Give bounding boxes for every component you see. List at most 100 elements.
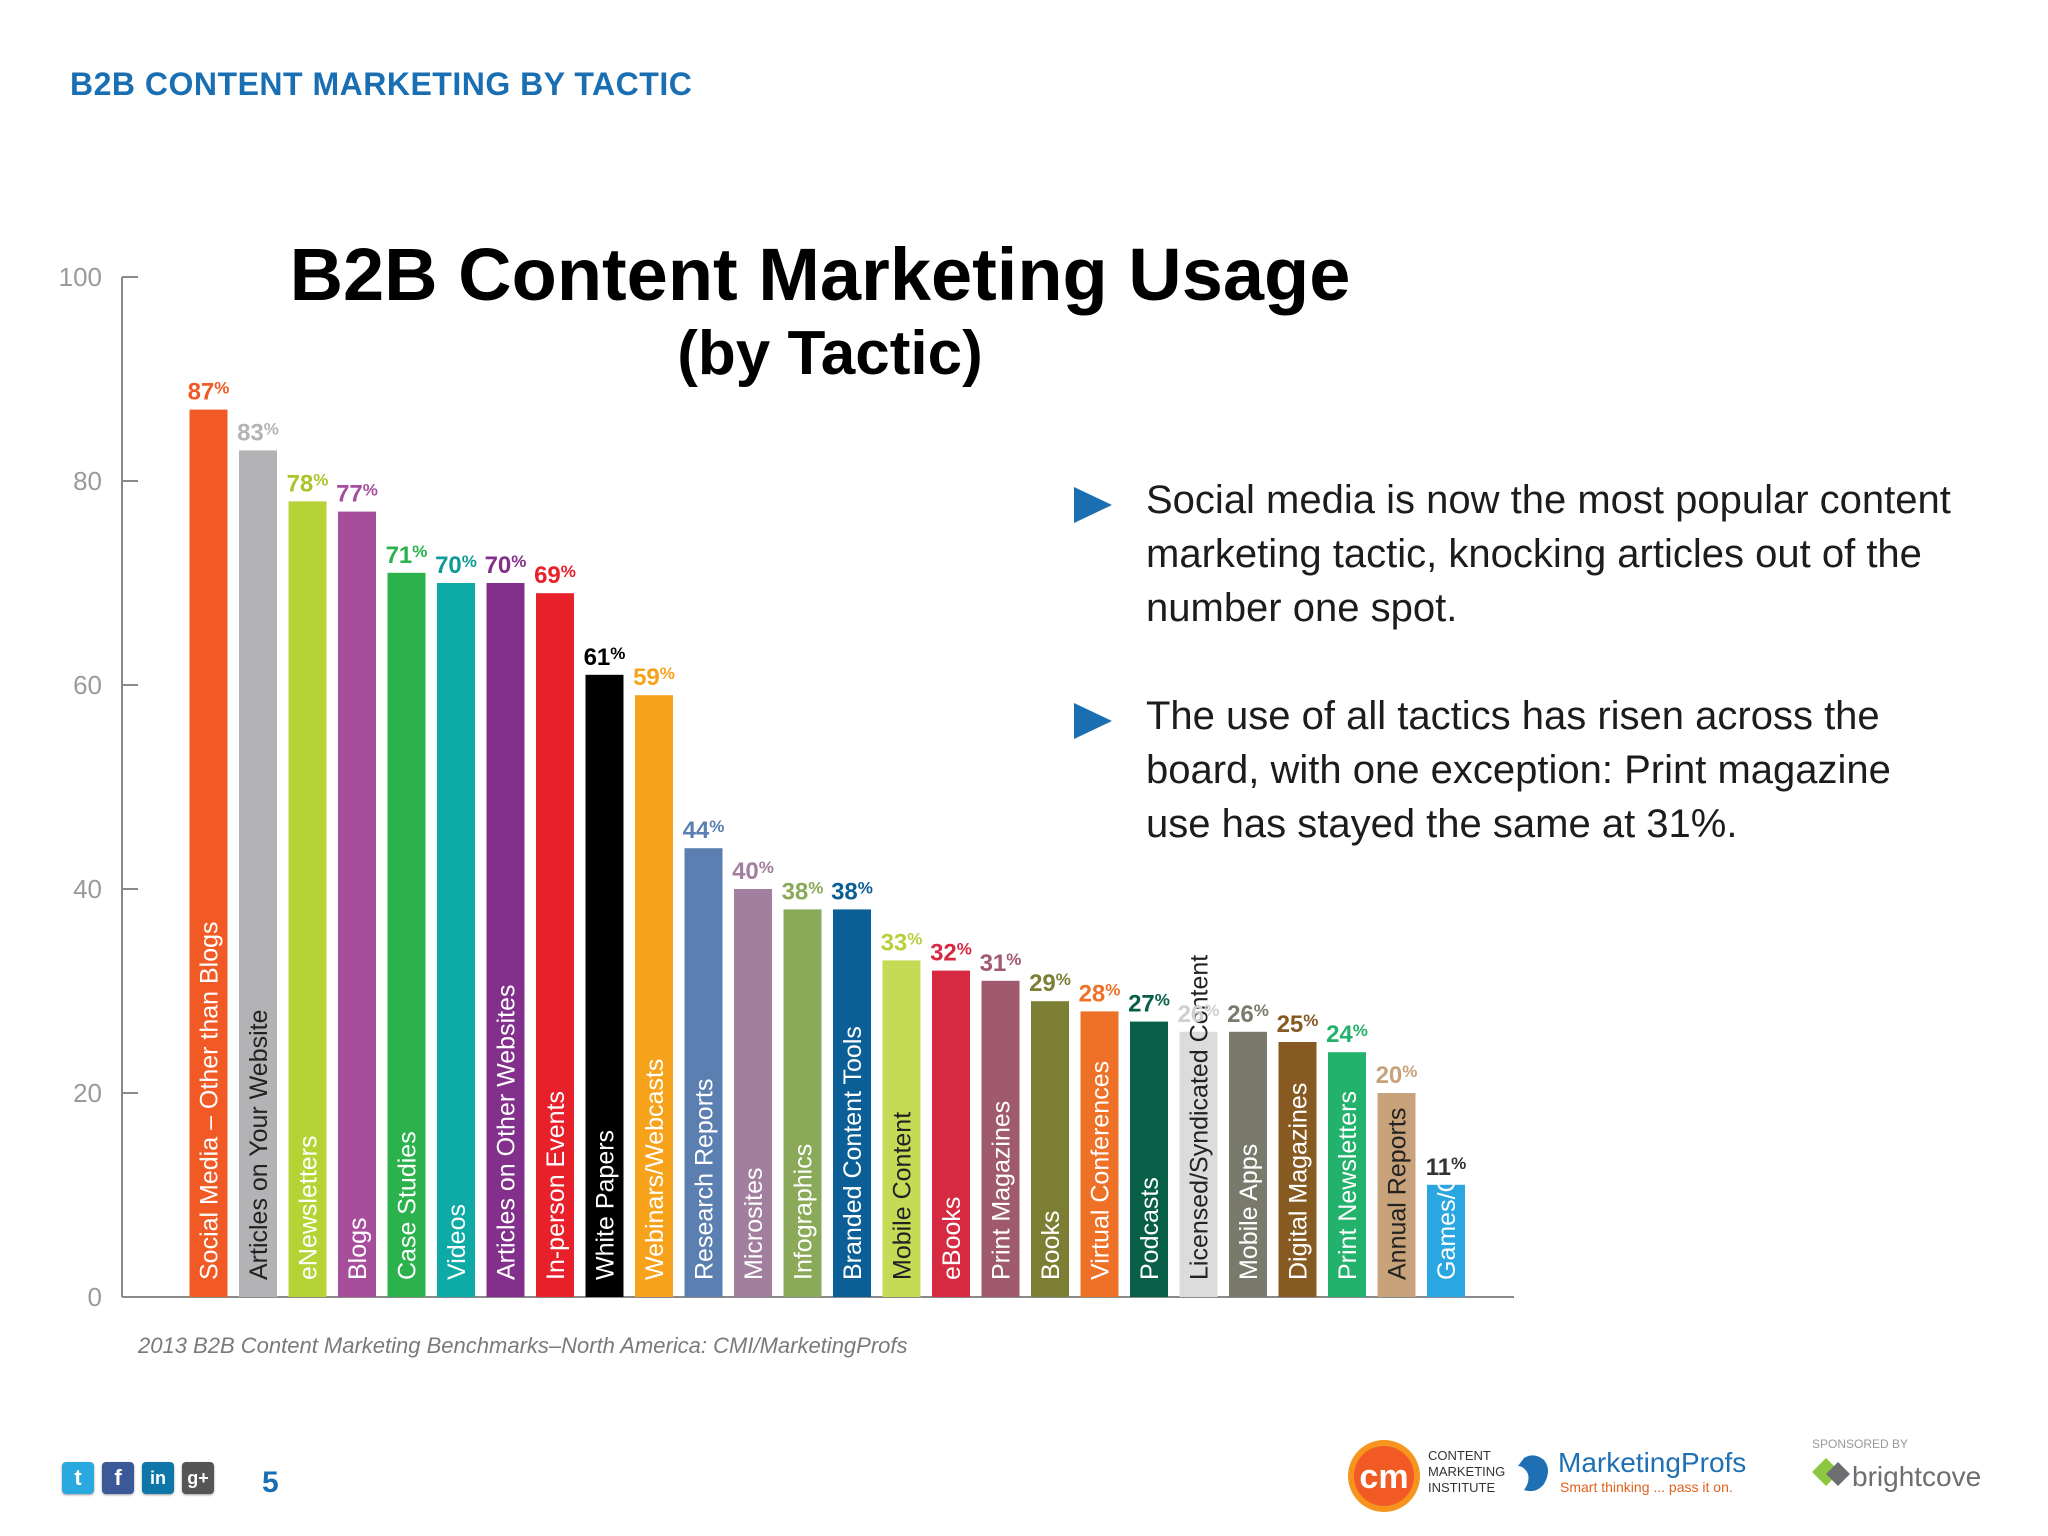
- bar: [783, 909, 822, 1297]
- bar-category-label: Infographics: [790, 1144, 818, 1280]
- bar-value-label: 32%: [930, 940, 972, 967]
- bar-value-label: 87%: [188, 379, 230, 406]
- svg-text:MarketingProfs: MarketingProfs: [1558, 1447, 1746, 1478]
- bar: [1427, 1184, 1465, 1297]
- bullet-1: Social media is now the most popular con…: [1146, 478, 1951, 630]
- page-number: 5: [262, 1466, 279, 1499]
- bar-value-label: 24%: [1326, 1021, 1368, 1048]
- bar-value-label: 77%: [336, 481, 378, 508]
- bar: [734, 889, 772, 1297]
- slide-header: B2B CONTENT MARKETING BY TACTIC: [70, 66, 693, 102]
- bar-value-label: 38%: [782, 878, 824, 905]
- svg-text:Smart thinking ... pass it on.: Smart thinking ... pass it on.: [1560, 1479, 1733, 1495]
- bar: [833, 909, 871, 1297]
- bar: [684, 848, 723, 1297]
- bar-value-label: 31%: [980, 950, 1022, 977]
- bar-category-label: Print Newsletters: [1334, 1091, 1362, 1280]
- bar-category-label: Games/Gamification: [1433, 1054, 1461, 1280]
- bar: [1278, 1042, 1317, 1297]
- bar-value-label: 29%: [1029, 970, 1071, 997]
- bar-category-label: Annual Reports: [1384, 1108, 1412, 1280]
- svg-text:CONTENT: CONTENT: [1428, 1448, 1491, 1463]
- bar-category-label: eBooks: [938, 1197, 966, 1280]
- chart-title: B2B Content Marketing Usage: [290, 233, 1351, 316]
- social-icons: t f in g+: [62, 1462, 214, 1494]
- bar: [536, 593, 574, 1297]
- bar: [387, 572, 426, 1297]
- y-tick-label: 0: [88, 1282, 102, 1312]
- bar-category-label: White Papers: [592, 1130, 620, 1280]
- bar-category-label: Case Studies: [394, 1131, 422, 1280]
- bar-category-label: Articles on Other Websites: [493, 985, 521, 1280]
- bar: [981, 980, 1020, 1297]
- y-tick-label: 40: [73, 874, 102, 904]
- bar: [1229, 1031, 1267, 1297]
- bar-category-label: Mobile Content: [889, 1112, 917, 1280]
- bar: [1130, 1021, 1168, 1297]
- marketingprofs-logo: MarketingProfs Smart thinking ... pass i…: [1518, 1447, 1746, 1495]
- source-note: 2013 B2B Content Marketing Benchmarks–No…: [138, 1333, 908, 1358]
- bars: Social Media – Other than Blogs 87% Articl…: [188, 379, 1467, 1298]
- bar-category-label: Research Reports: [691, 1079, 719, 1280]
- bar-value-label: 27%: [1128, 991, 1170, 1018]
- bar-category-label: Books: [1037, 1211, 1065, 1280]
- google-plus-icon[interactable]: g+: [182, 1462, 214, 1494]
- bar-value-label: 33%: [881, 929, 923, 956]
- y-tick-label: 80: [73, 466, 102, 496]
- bar-category-label: eNewsletters: [295, 1136, 323, 1281]
- svg-text:brightcove: brightcove: [1852, 1461, 1981, 1492]
- bar-category-label: In-person Events: [542, 1091, 570, 1280]
- cmi-logo: cm CONTENT MARKETING INSTITUTE: [1348, 1440, 1505, 1512]
- bar-category-label: Blogs: [344, 1217, 372, 1280]
- facebook-icon[interactable]: f: [102, 1462, 134, 1494]
- bar: [1328, 1052, 1366, 1297]
- bar-value-label: 20%: [1376, 1062, 1418, 1089]
- bullet-2: The use of all tactics has risen across …: [1146, 694, 1891, 846]
- bar: [932, 970, 970, 1297]
- bar-value-label: 26%: [1227, 1001, 1269, 1028]
- bar-category-label: Licensed/Syndicated Content: [1186, 955, 1214, 1280]
- bullet-arrow-icon: [1074, 487, 1112, 523]
- bar-category-label: Mobile Apps: [1235, 1144, 1263, 1280]
- twitter-icon[interactable]: t: [62, 1462, 94, 1494]
- bar-category-label: Branded Content Tools: [839, 1026, 867, 1280]
- bar-value-label: 83%: [237, 419, 279, 446]
- bar: [635, 695, 673, 1297]
- svg-text:cm: cm: [1359, 1458, 1408, 1496]
- sponsor-logos: cm CONTENT MARKETING INSTITUTE Marketing…: [1348, 1437, 1981, 1512]
- svg-text:SPONSORED BY: SPONSORED BY: [1812, 1437, 1908, 1451]
- bar: [1080, 1011, 1119, 1297]
- bar: [338, 511, 376, 1298]
- bar-value-label: 40%: [732, 858, 774, 885]
- bar-category-label: Digital Magazines: [1285, 1083, 1313, 1280]
- bar-category-label: Print Magazines: [988, 1101, 1016, 1280]
- bar-value-label: 11%: [1426, 1154, 1467, 1181]
- bar-category-label: Articles on Your Website: [245, 1009, 273, 1280]
- bar-category-label: Social Media – Other than Blogs: [196, 921, 224, 1280]
- bullet-arrow-icon: [1074, 703, 1112, 739]
- y-tick-label: 100: [59, 262, 102, 292]
- bar: [288, 501, 327, 1297]
- chart-subtitle: (by Tactic): [677, 319, 982, 388]
- bar: [1179, 1031, 1218, 1297]
- bar-value-label: 59%: [633, 664, 675, 691]
- bar: [585, 674, 624, 1297]
- bar: [882, 960, 921, 1297]
- svg-text:INSTITUTE: INSTITUTE: [1428, 1480, 1495, 1495]
- bar: [189, 409, 228, 1298]
- bar-category-label: Videos: [443, 1204, 471, 1280]
- bar-value-label: 38%: [831, 878, 873, 905]
- linkedin-icon[interactable]: in: [142, 1462, 174, 1494]
- bird-icon: [1518, 1455, 1548, 1492]
- bar-value-label: 25%: [1277, 1011, 1319, 1038]
- bar-value-label: 70%: [435, 552, 477, 579]
- bar-value-label: 71%: [386, 542, 428, 569]
- bar-value-label: 28%: [1079, 980, 1121, 1007]
- bar-category-label: Virtual Conferences: [1087, 1061, 1115, 1280]
- bar-category-label: Webinars/Webcasts: [641, 1059, 669, 1280]
- bar-value-label: 61%: [584, 644, 626, 671]
- bar: [437, 583, 475, 1297]
- bar: [1377, 1093, 1416, 1297]
- bar-value-label: 78%: [287, 470, 329, 497]
